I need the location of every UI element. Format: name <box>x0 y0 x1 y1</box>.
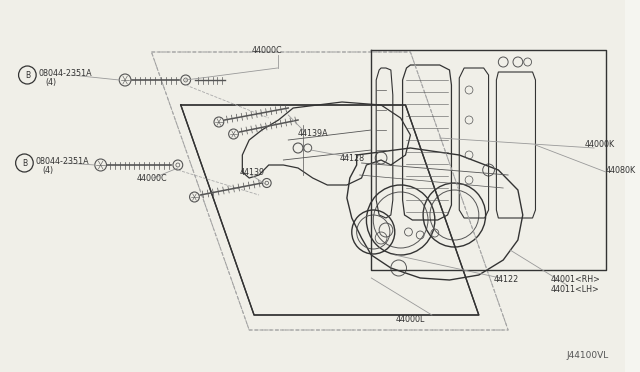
Text: B: B <box>25 71 30 80</box>
Text: 44122: 44122 <box>493 276 518 285</box>
Text: 44080K: 44080K <box>606 166 636 174</box>
Text: 44001<RH>: 44001<RH> <box>550 276 600 285</box>
Text: (4): (4) <box>45 77 56 87</box>
Text: B: B <box>22 158 27 167</box>
Text: J44100VL: J44100VL <box>567 350 609 359</box>
Text: 44000C: 44000C <box>252 45 283 55</box>
Text: 08044-2351A: 08044-2351A <box>38 68 92 77</box>
Text: 44139: 44139 <box>239 167 264 176</box>
Text: (4): (4) <box>42 166 53 174</box>
Text: 08044-2351A: 08044-2351A <box>35 157 89 166</box>
Text: 44011<LH>: 44011<LH> <box>550 285 599 295</box>
Text: 44139A: 44139A <box>298 128 329 138</box>
Text: 44000L: 44000L <box>396 315 425 324</box>
Text: 44128: 44128 <box>340 154 365 163</box>
Text: 44000C: 44000C <box>137 173 168 183</box>
Text: 44000K: 44000K <box>584 140 614 148</box>
